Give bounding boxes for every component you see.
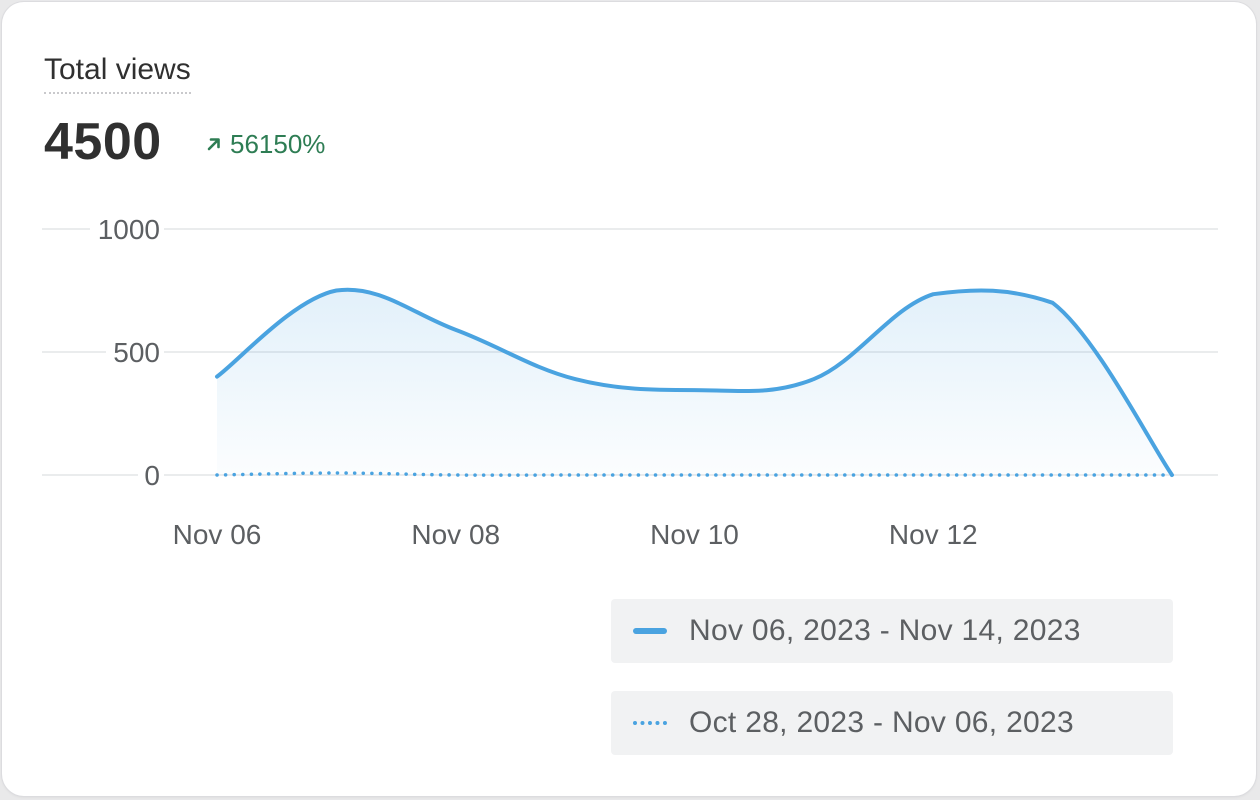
legend-label-previous: Oct 28, 2023 - Nov 06, 2023 [689,706,1075,739]
y-tick-label-bg [106,338,164,366]
y-tick-label-bg [90,215,164,243]
y-tick-label: 500 [113,337,160,368]
legend-item-previous[interactable]: Oct 28, 2023 - Nov 06, 2023 [611,691,1173,755]
series-layer [215,287,1174,477]
y-tick-label-bg [138,461,164,489]
metric-change: 56150% [204,128,325,160]
legend-label-current: Nov 06, 2023 - Nov 14, 2023 [689,614,1081,647]
legend-item-current[interactable]: Nov 06, 2023 - Nov 14, 2023 [611,599,1173,663]
x-tick-label: Nov 08 [411,519,500,550]
series-line-current[interactable] [215,287,1174,477]
x-tick-label: Nov 10 [650,519,739,550]
series-area-fill [217,289,1172,475]
y-axis-ticks: 0 500 1000 [90,214,164,491]
metric-title[interactable]: Total views [44,52,191,94]
dotted-line-swatch-icon [633,721,667,725]
metric-value: 4500 [44,113,162,171]
arrow-up-right-icon [207,138,220,151]
y-tick-label: 0 [144,460,160,491]
x-tick-label: Nov 06 [173,519,262,550]
solid-line-swatch-icon [633,628,667,634]
x-tick-label: Nov 12 [889,519,978,550]
y-tick-label: 1000 [98,214,160,245]
x-axis-ticks: Nov 06 Nov 08 Nov 10 Nov 12 [173,519,978,550]
metric-change-value: 56150% [230,129,326,159]
